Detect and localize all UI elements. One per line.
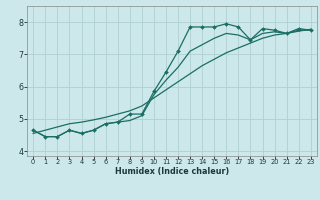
X-axis label: Humidex (Indice chaleur): Humidex (Indice chaleur) <box>115 167 229 176</box>
